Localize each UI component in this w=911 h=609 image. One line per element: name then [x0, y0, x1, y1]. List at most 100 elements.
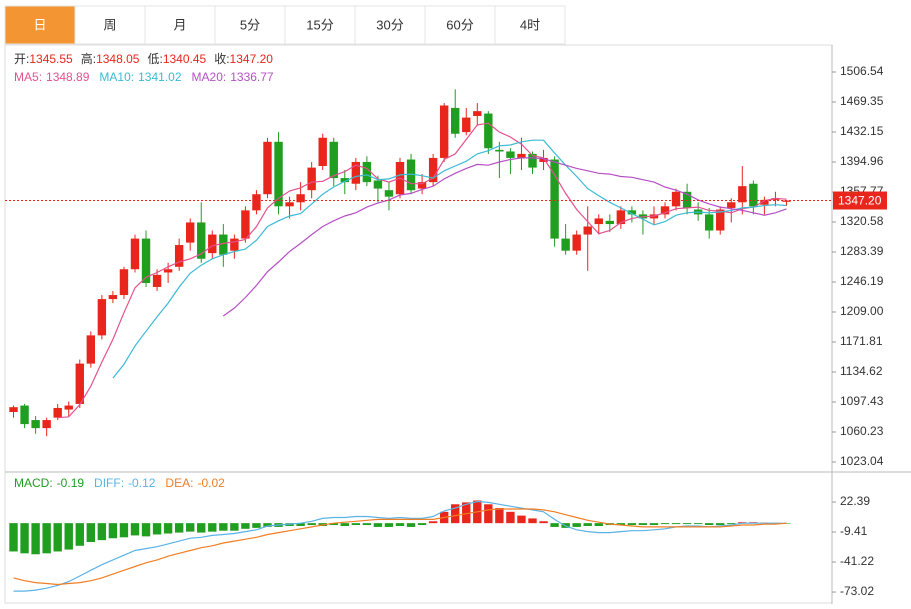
candle-body	[572, 234, 581, 251]
macd-bar	[9, 523, 18, 552]
macd-bar	[86, 523, 96, 543]
candle-body	[760, 199, 769, 205]
candle-body	[561, 238, 570, 251]
candle-body	[594, 218, 603, 225]
candle-body	[296, 194, 305, 203]
candle-body	[771, 198, 780, 200]
indicator-line	[57, 122, 787, 419]
y-tick-label: 22.39	[840, 494, 870, 508]
ohlc-legend: 开:1345.55 高:1348.05 低:1340.45 收:1347.20	[14, 51, 273, 66]
tab-label[interactable]: 周	[103, 17, 116, 32]
y-tick-label: 1060.23	[840, 424, 884, 438]
tab-label[interactable]: 月	[173, 17, 186, 32]
tab[interactable]	[284, 5, 356, 45]
macd-bar	[197, 523, 206, 533]
tab-label[interactable]: 4时	[520, 17, 540, 32]
macd-bar	[241, 523, 250, 529]
tab[interactable]	[494, 5, 566, 45]
candle-body	[97, 299, 107, 336]
tab[interactable]	[144, 5, 216, 45]
macd-bar	[583, 523, 592, 526]
tab-label[interactable]: 15分	[306, 17, 333, 32]
macd-bar	[75, 523, 84, 546]
candle-body	[716, 209, 725, 231]
legend-sep: :	[39, 70, 42, 84]
tab-label[interactable]: 日	[33, 17, 46, 32]
tab-label[interactable]: 30分	[376, 17, 403, 32]
ohlc-name: 收:	[214, 52, 229, 66]
candle-body	[208, 234, 217, 254]
candle-body	[64, 405, 73, 410]
y-tick-label: 1506.54	[840, 64, 884, 78]
candle-body	[186, 222, 195, 243]
candle-body	[197, 222, 206, 259]
y-tick-label: -9.41	[840, 524, 868, 538]
candle-body	[406, 159, 416, 191]
macd-bar	[219, 523, 228, 531]
candle-body	[704, 214, 714, 231]
candle-body	[119, 269, 129, 296]
legend-sep: :	[131, 70, 134, 84]
candle-body	[495, 149, 504, 152]
candle-body	[318, 137, 327, 166]
candle-body	[53, 407, 62, 418]
macd-bar	[186, 523, 195, 532]
legend-sep: :	[223, 70, 226, 84]
tab[interactable]	[354, 5, 426, 45]
candle-body	[528, 153, 537, 168]
legend-name: MA10	[99, 70, 131, 84]
macd-bar	[649, 523, 659, 526]
tab[interactable]	[4, 5, 76, 45]
macd-bar	[428, 521, 438, 524]
candle-body	[86, 335, 96, 364]
macd-bar	[130, 523, 140, 536]
macd-bar	[671, 523, 681, 525]
candle-body	[362, 161, 372, 183]
candle-body	[152, 274, 162, 287]
legend-value: 1336.77	[230, 70, 274, 84]
candle-body	[462, 117, 471, 133]
macd-bar	[395, 523, 405, 526]
y-tick-label: 1209.00	[840, 304, 884, 318]
candle-body	[428, 157, 438, 183]
candle-body	[506, 151, 515, 158]
candle-body	[42, 420, 51, 429]
tab-label[interactable]: 60分	[446, 17, 473, 32]
legend-sep: :	[49, 476, 52, 490]
tab-label[interactable]: 5分	[240, 17, 260, 32]
macd-bar	[53, 523, 62, 552]
ohlc-name: 低:	[147, 52, 162, 66]
candle-body	[682, 191, 692, 208]
price-tag	[833, 191, 887, 210]
y-tick-label: 1432.15	[840, 124, 884, 138]
candle-body	[219, 234, 228, 255]
legend-name: MA20	[192, 70, 224, 84]
candle-body	[373, 180, 383, 189]
candle-body	[163, 269, 173, 273]
candle-body	[484, 113, 493, 149]
macd-bar	[152, 523, 162, 535]
ma-legend: MA5: 1348.89 MA10: 1341.02 MA20: 1336.77	[14, 70, 274, 84]
candle-body	[627, 210, 637, 215]
macd-bar	[296, 523, 305, 526]
macd-bar	[417, 523, 427, 526]
y-tick-label: 1171.81	[840, 334, 883, 348]
y-tick-label: -41.22	[840, 554, 874, 568]
macd-bar	[406, 523, 416, 527]
candle-body	[285, 202, 294, 207]
tab[interactable]	[424, 5, 496, 45]
macd-bar	[506, 511, 515, 524]
ohlc-name: 高:	[81, 51, 96, 66]
candle-body	[252, 194, 261, 211]
macd-bar	[550, 523, 559, 527]
ohlc-value: 1340.45	[163, 52, 207, 66]
macd-bar	[362, 523, 372, 526]
candle-body	[616, 210, 626, 225]
legend-name: DIFF	[94, 476, 121, 490]
candle-body	[274, 141, 283, 207]
macd-bar	[384, 523, 394, 527]
macd-bar	[484, 504, 493, 524]
tab[interactable]	[214, 5, 286, 45]
candle-body	[108, 295, 118, 300]
